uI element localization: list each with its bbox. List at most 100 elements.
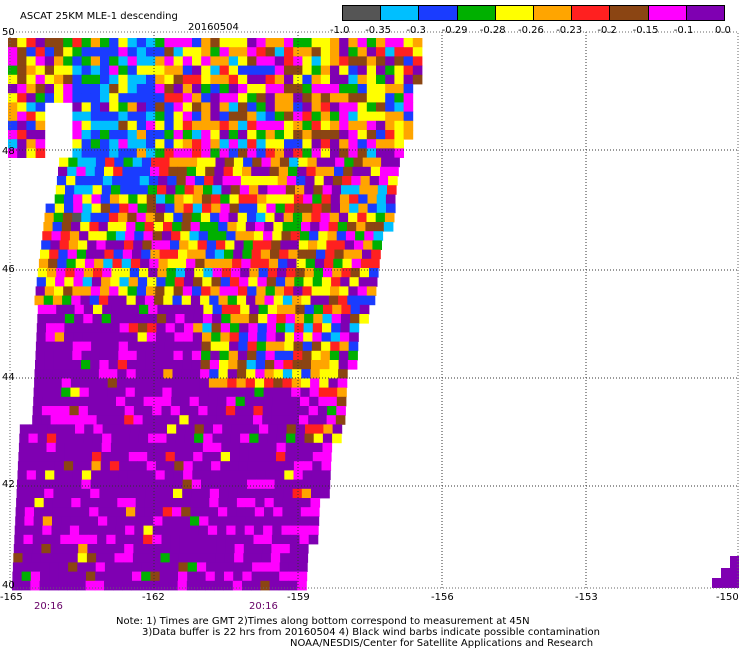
swath-cell bbox=[52, 387, 62, 398]
swath-cell bbox=[232, 258, 242, 269]
swath-cell bbox=[358, 277, 369, 287]
swath-cell bbox=[35, 93, 46, 103]
swath-cell bbox=[274, 130, 285, 140]
swath-cell bbox=[144, 378, 155, 388]
swath-cell bbox=[128, 452, 139, 462]
swath-cell bbox=[182, 65, 193, 76]
swath-cell bbox=[258, 185, 268, 195]
swath-cell bbox=[359, 268, 370, 278]
swath-cell bbox=[166, 433, 177, 444]
swath-cell bbox=[227, 498, 238, 508]
swath-cell bbox=[302, 350, 312, 361]
swath-cell bbox=[87, 415, 97, 425]
swath-cell bbox=[72, 350, 82, 361]
swath-cell bbox=[220, 203, 230, 214]
swath-cell bbox=[125, 396, 135, 407]
swath-cell bbox=[219, 148, 230, 158]
swath-cell bbox=[83, 314, 93, 324]
swath-cell bbox=[256, 47, 266, 57]
swath-cell bbox=[176, 176, 187, 186]
swath-cell bbox=[63, 38, 73, 48]
swath-cell bbox=[238, 65, 248, 76]
swath-cell bbox=[54, 65, 64, 76]
swath-cell bbox=[239, 185, 250, 195]
swath-cell bbox=[308, 415, 318, 425]
swath-cell bbox=[282, 295, 293, 306]
swath-cell bbox=[141, 562, 152, 572]
swath-cell bbox=[101, 277, 111, 287]
swath-cell bbox=[347, 222, 357, 232]
swath-cell bbox=[101, 442, 112, 453]
swath-cell bbox=[322, 452, 332, 462]
swath-cell bbox=[72, 111, 82, 122]
swath-cell bbox=[275, 341, 285, 352]
swath-cell bbox=[403, 56, 414, 66]
swath-cell bbox=[171, 396, 181, 407]
swath-cell bbox=[305, 176, 315, 186]
swath-cell bbox=[238, 461, 249, 471]
swath-cell bbox=[277, 268, 287, 278]
swath-cell bbox=[127, 102, 138, 112]
swath-cell bbox=[182, 286, 193, 296]
swath-cell bbox=[59, 415, 70, 425]
swath-cell bbox=[134, 516, 145, 526]
swath-cell bbox=[155, 130, 165, 140]
swath-cell bbox=[192, 84, 202, 94]
swath-cell bbox=[219, 139, 230, 149]
swath-cell bbox=[110, 332, 120, 342]
swath-cell bbox=[22, 562, 32, 572]
swath-cell bbox=[118, 74, 128, 85]
swath-cell bbox=[56, 176, 67, 186]
swath-cell bbox=[244, 406, 254, 416]
swath-cell bbox=[193, 185, 204, 195]
swath-cell bbox=[221, 314, 231, 324]
swath-cell bbox=[387, 185, 397, 195]
swath-cell bbox=[194, 424, 205, 434]
swath-cell bbox=[54, 203, 65, 214]
swath-cell bbox=[348, 341, 359, 352]
swath-cell bbox=[349, 332, 359, 342]
swath-cell bbox=[210, 93, 220, 103]
swath-cell bbox=[192, 130, 202, 140]
swath-cell bbox=[150, 571, 160, 582]
swath-cell bbox=[95, 562, 106, 572]
swath-cell bbox=[255, 488, 266, 499]
swath-cell bbox=[281, 525, 292, 536]
swath-cell bbox=[220, 277, 231, 287]
swath-cell bbox=[121, 258, 132, 269]
swath-cell bbox=[403, 102, 414, 112]
swath-cell bbox=[53, 212, 64, 223]
swath-cell bbox=[238, 470, 248, 480]
swath-cell bbox=[219, 479, 229, 490]
swath-cell bbox=[366, 102, 377, 112]
swath-cell bbox=[233, 571, 243, 582]
swath-cell bbox=[89, 498, 100, 508]
swath-cell bbox=[314, 424, 324, 434]
swath-cell bbox=[182, 488, 192, 499]
swath-cell bbox=[116, 387, 126, 398]
swath-cell bbox=[124, 534, 135, 545]
swath-cell bbox=[248, 332, 258, 342]
swath-cell bbox=[136, 350, 147, 361]
swath-cell bbox=[228, 38, 239, 48]
swath-cell bbox=[72, 286, 82, 296]
swath-cell bbox=[170, 240, 180, 250]
swath-cell bbox=[193, 452, 203, 462]
swath-cell bbox=[190, 387, 200, 398]
swath-cell bbox=[192, 203, 203, 214]
swath-cell bbox=[166, 314, 176, 324]
swath-cell bbox=[298, 562, 308, 572]
colorbar-label: -0.28 bbox=[479, 25, 506, 36]
swath-cell bbox=[221, 433, 232, 444]
swath-cell bbox=[146, 74, 156, 85]
swath-cell bbox=[140, 166, 151, 177]
swath-cell bbox=[228, 360, 238, 370]
swath-cell bbox=[68, 562, 78, 572]
swath-cell bbox=[76, 249, 87, 260]
swath-cell bbox=[288, 249, 298, 260]
swath-cell bbox=[173, 139, 184, 149]
swath-cell bbox=[350, 314, 360, 324]
swath-cell bbox=[301, 222, 311, 232]
swath-cell bbox=[173, 84, 184, 94]
swath-cell bbox=[151, 240, 162, 250]
